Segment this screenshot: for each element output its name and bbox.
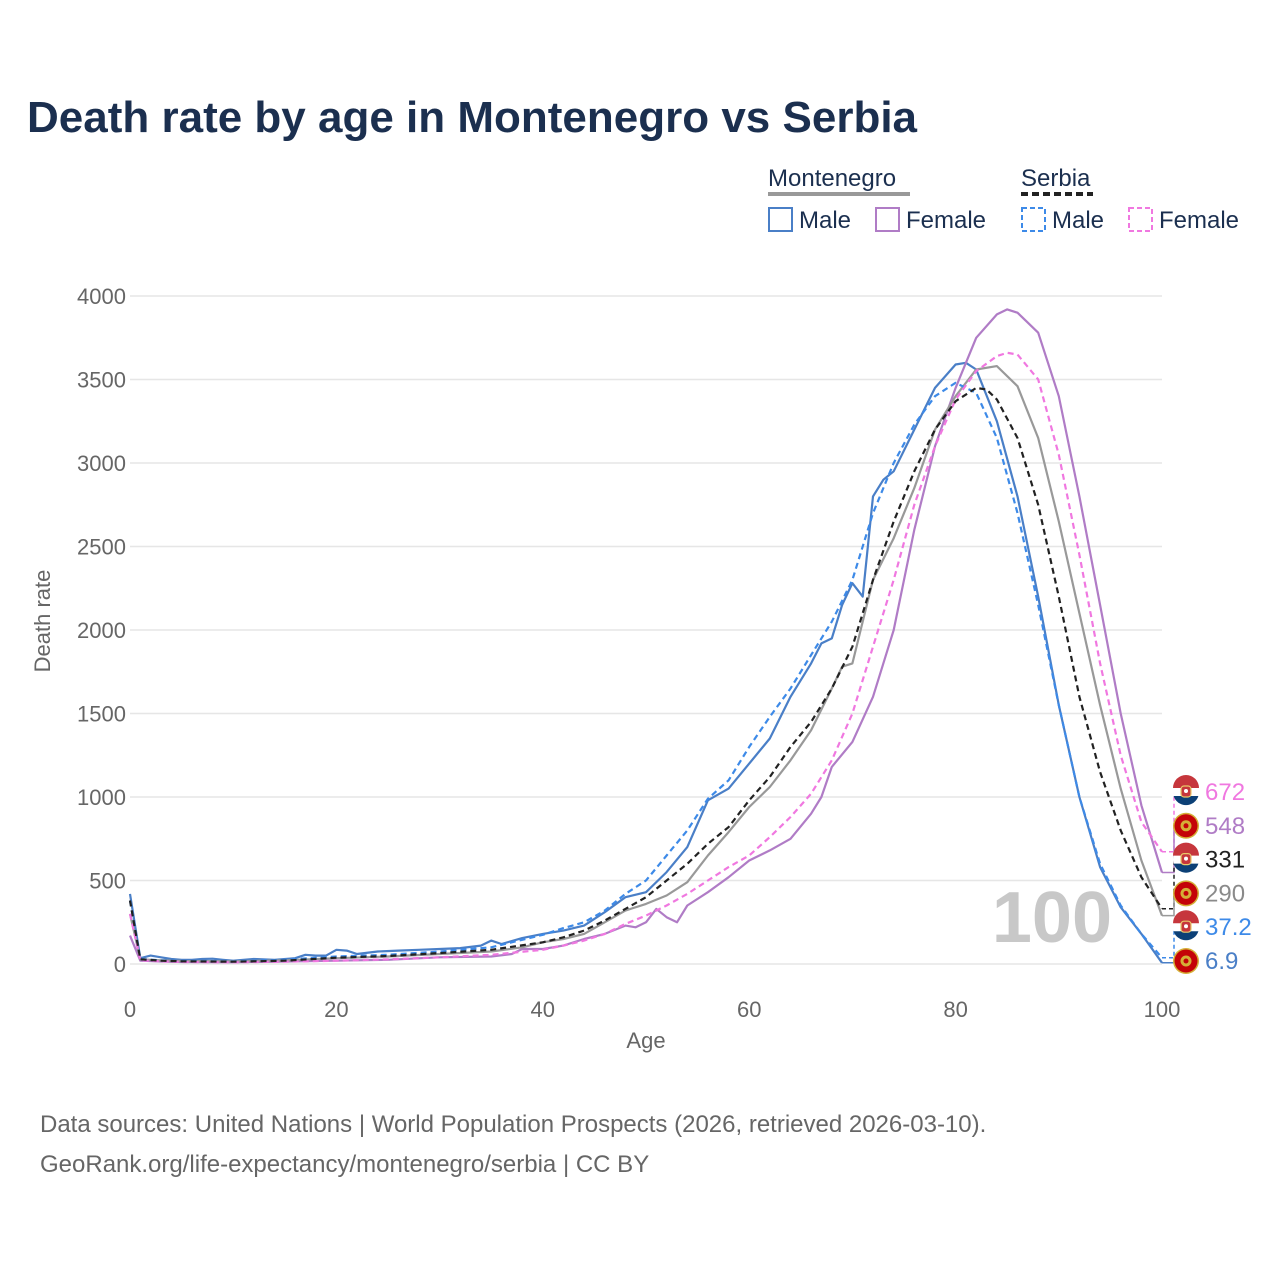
y-tick-label: 500 <box>89 869 126 894</box>
y-axis-label: Death rate <box>30 570 55 673</box>
x-tick-label: 0 <box>124 997 136 1022</box>
x-axis-label: Age <box>626 1028 665 1053</box>
y-tick-label: 2500 <box>77 535 126 560</box>
serbia-flag-icon <box>1173 775 1199 806</box>
serbia-flag-icon <box>1173 910 1199 941</box>
montenegro-flag-icon <box>1173 880 1199 907</box>
y-tick-label: 3500 <box>77 368 126 393</box>
x-tick-label: 80 <box>943 997 967 1022</box>
x-tick-label: 100 <box>1144 997 1181 1022</box>
end-labels: 672 548 331 290 37.2 6.9 <box>1162 775 1252 975</box>
legend-montenegro-female-label: Female <box>906 207 986 234</box>
x-tick-label: 40 <box>531 997 555 1022</box>
series-line-serbia-total <box>128 386 1163 963</box>
end-label-value: 290 <box>1205 880 1245 907</box>
legend-montenegro-female-swatch <box>875 207 900 232</box>
end-label-value: 548 <box>1205 813 1245 840</box>
series-line-serbia-female <box>128 351 1163 964</box>
y-tick-label: 3000 <box>77 451 126 476</box>
series-lines <box>128 308 1164 964</box>
source-line-1: Data sources: United Nations | World Pop… <box>40 1111 986 1138</box>
current-age-label: 100 <box>992 878 1112 958</box>
legend-serbia-male-swatch <box>1021 207 1046 232</box>
axis-ticks: 0 500 1000 1500 2000 2500 3000 3500 4000 0 20 40 60 8… <box>77 284 1180 1022</box>
end-label-value: 6.9 <box>1205 948 1238 975</box>
y-tick-label: 4000 <box>77 284 126 309</box>
y-tick-label: 1500 <box>77 702 126 727</box>
grid-lines <box>130 295 1162 965</box>
legend-montenegro-male-swatch <box>768 207 793 232</box>
chart-title: Death rate by age in Montenegro vs Serbi… <box>27 93 918 142</box>
legend-montenegro-title: Montenegro <box>768 165 896 192</box>
series-line-montenegro-total <box>128 365 1164 963</box>
legend-serbia-female-label: Female <box>1159 207 1239 234</box>
y-tick-label: 1000 <box>77 785 126 810</box>
legend-serbia-male-label: Male <box>1052 207 1104 234</box>
x-tick-label: 60 <box>737 997 761 1022</box>
source-line-2[interactable]: GeoRank.org/life-expectancy/montenegro/s… <box>40 1151 649 1178</box>
end-label-value: 331 <box>1205 847 1245 874</box>
y-tick-label: 0 <box>114 952 126 977</box>
legend-montenegro-male-label: Male <box>799 207 851 234</box>
y-tick-label: 2000 <box>77 618 126 643</box>
legend: Montenegro Male Female Serbia Male Femal… <box>768 165 1239 234</box>
serbia-flag-icon <box>1173 842 1199 873</box>
end-label-value: 37.2 <box>1205 914 1252 941</box>
legend-serbia-female-swatch <box>1128 207 1153 232</box>
x-tick-label: 20 <box>324 997 348 1022</box>
montenegro-flag-icon <box>1173 948 1199 974</box>
end-label-value: 672 <box>1205 779 1245 806</box>
legend-serbia-title: Serbia <box>1021 165 1091 192</box>
series-line-montenegro-male <box>128 361 1163 964</box>
montenegro-flag-icon <box>1173 812 1199 839</box>
series-line-montenegro-female <box>128 308 1164 964</box>
series-line-serbia-male <box>128 381 1163 963</box>
